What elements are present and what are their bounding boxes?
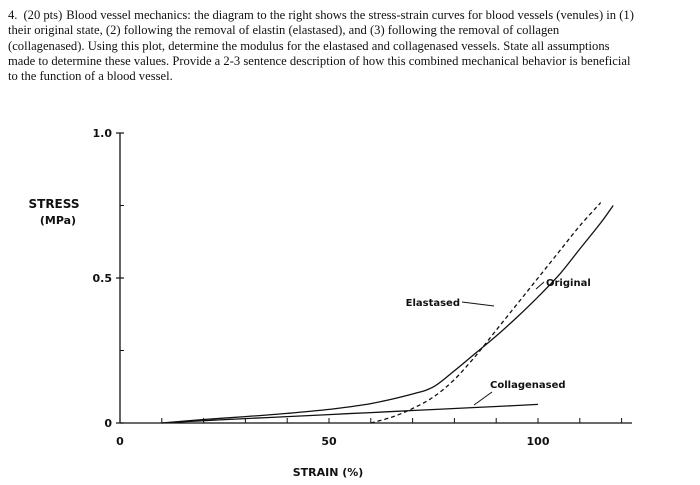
question-body: Blood vessel mechanics: the diagram to t…	[8, 8, 634, 84]
annotation-leader-elastased	[461, 301, 495, 307]
x-tick-label: 0	[116, 435, 124, 448]
question-text-block: 4. (20 pts) Blood vessel mechanics: the di…	[8, 8, 636, 84]
y-tick-label: 1.0	[93, 127, 113, 140]
x-tick-label: 100	[527, 435, 550, 448]
y-tick-label: 0.5	[93, 272, 113, 285]
annotation-label-original: Original	[546, 278, 591, 289]
annotation-leader-original	[535, 281, 545, 290]
annotation-label-collagenased: Collagenased	[490, 380, 566, 391]
y-axis-label-line2: (MPa)	[40, 214, 76, 227]
annotation-label-elastased: Elastased	[406, 298, 460, 309]
question-points: (20 pts)	[23, 8, 63, 22]
y-tick-label: 0	[104, 417, 112, 430]
question-number: 4.	[8, 8, 18, 22]
annotation-leader-collagenased	[473, 391, 493, 406]
series-line-original	[161, 205, 614, 424]
chart-ticks: 0 0.5 1.0 0 50 100	[93, 127, 623, 448]
x-tick-label: 50	[321, 435, 337, 448]
y-axis-label-line1: STRESS	[28, 197, 79, 211]
x-axis-label: STRAIN (%)	[293, 466, 364, 479]
series-line-collagenased	[161, 403, 539, 424]
chart-annotations: Original Elastased Collagenased	[406, 278, 591, 406]
chart-series	[161, 202, 614, 424]
series-line-elastased	[370, 202, 602, 424]
